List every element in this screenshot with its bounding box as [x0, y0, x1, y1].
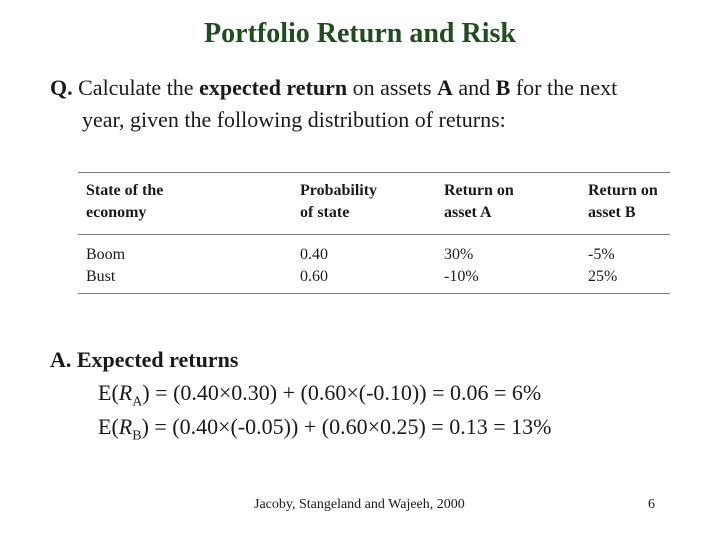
question-text-part: and — [452, 75, 496, 100]
table-bottom-rule — [78, 293, 670, 294]
asset-b-label: B — [495, 75, 511, 100]
eq-text: E( — [98, 414, 119, 439]
page-title: Portfolio Return and Risk — [204, 18, 516, 49]
eq-subscript: A — [132, 394, 143, 410]
eq-text: ) = (0.40×0.30) + (0.60×(-0.10)) = 0.06 … — [142, 380, 542, 405]
eq-text: E( — [98, 380, 119, 405]
table-top-rule — [78, 172, 670, 173]
question-prefix: Q. — [50, 75, 73, 100]
question-emphasis: expected return — [199, 75, 348, 100]
equation-asset-b: E(RB) = (0.40×(-0.05)) + (0.60×0.25) = 0… — [98, 414, 551, 444]
question-text-part: on assets — [347, 75, 437, 100]
state-values: Boom Bust — [86, 246, 126, 285]
equation-asset-a: E(RA) = (0.40×0.30) + (0.60×(-0.10)) = 0… — [98, 380, 541, 410]
eq-variable: R — [118, 380, 133, 405]
return-b-values: -5% 25% — [588, 246, 618, 285]
eq-subscript: B — [132, 428, 142, 444]
eq-variable: R — [118, 414, 133, 439]
page-number: 6 — [648, 497, 655, 512]
header-state: State of the economy — [86, 182, 164, 221]
return-a-values: 30% -10% — [444, 246, 479, 285]
question-text: Q. Calculate the expected return on asse… — [50, 72, 690, 136]
answer-heading: A. Expected returns — [50, 347, 239, 372]
question-text-part: Calculate the — [72, 75, 200, 100]
header-return-b: Return on asset B — [588, 182, 658, 221]
header-probability: Probability of state — [300, 182, 378, 221]
eq-text: ) = (0.40×(-0.05)) + (0.60×0.25) = 0.13 … — [141, 414, 552, 439]
question-line-2: year, given the following distribution o… — [82, 107, 506, 132]
footer-citation: Jacoby, Stangeland and Wajeeh, 2000 — [254, 497, 465, 512]
header-return-a: Return on asset A — [444, 182, 514, 221]
question-text-part: for the next — [510, 75, 618, 100]
probability-values: 0.40 0.60 — [300, 246, 328, 285]
asset-a-label: A — [436, 75, 453, 100]
table-header-rule — [78, 234, 670, 235]
